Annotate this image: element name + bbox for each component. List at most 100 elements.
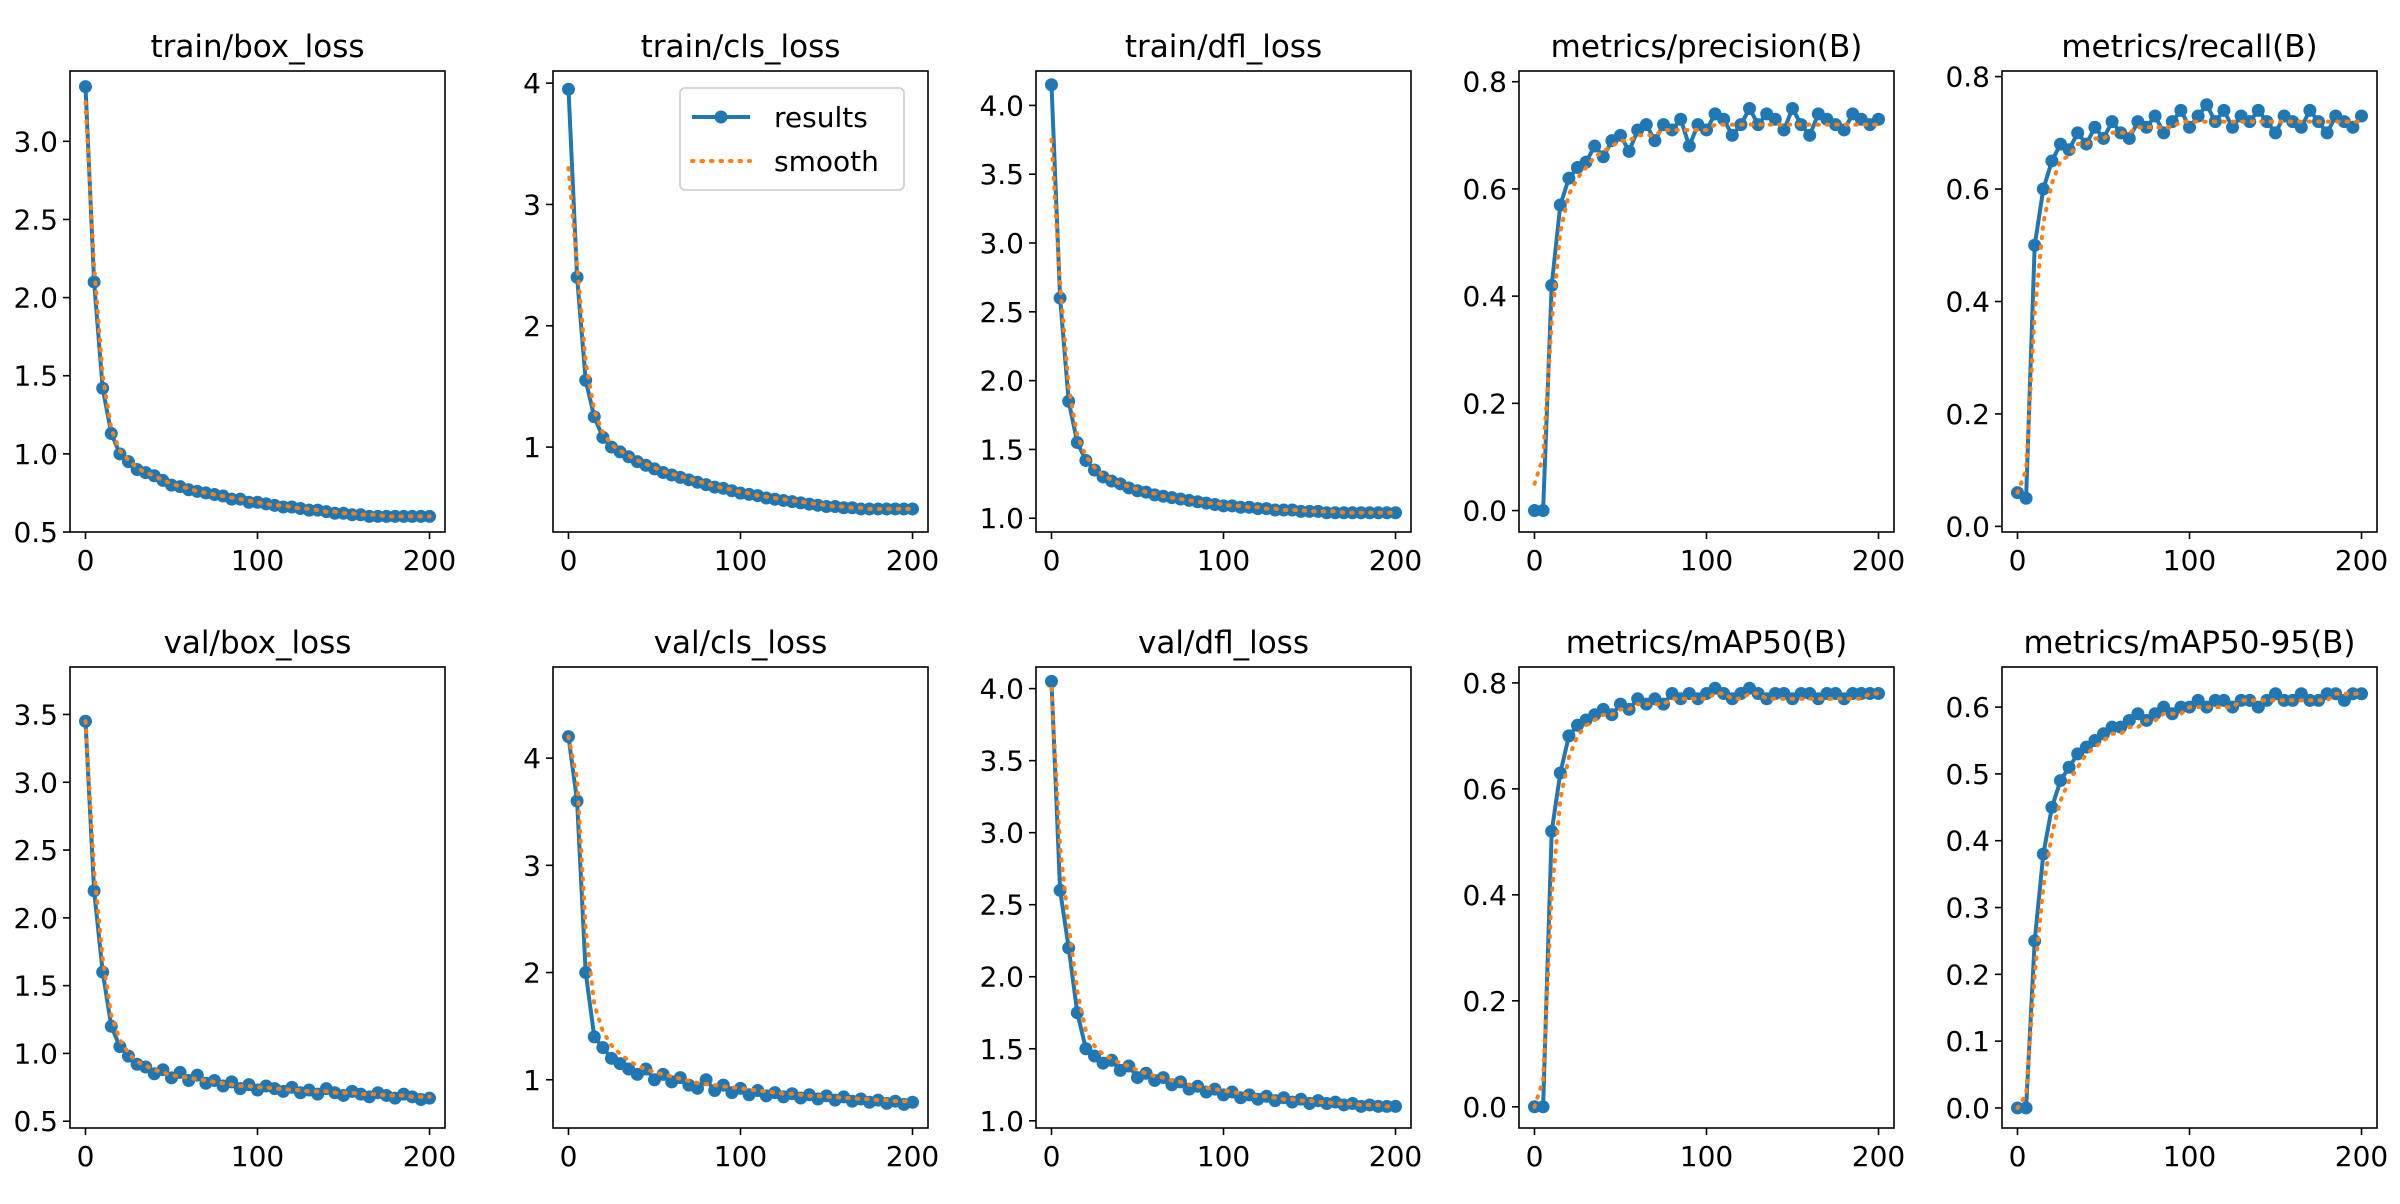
- chart-panel-5: metrics/recall(B) 0 100 200 0.0 0.2 0.4 0.6 0.8: [1945, 29, 2388, 577]
- x-tick-label: 0: [1526, 544, 1544, 577]
- y-tick-label: 0.4: [1462, 280, 1507, 313]
- results-point: [1562, 729, 1576, 743]
- results-line: [1049, 82, 1398, 515]
- y-tick-label: 0.8: [1462, 667, 1507, 700]
- chart-panel-1: train/box_loss 0 100 200 0.5 1.0 1.5 2.0 2.5 3.0: [13, 29, 456, 577]
- y-tick-label: 1: [523, 1064, 541, 1097]
- results-point: [2019, 1101, 2033, 1115]
- y-tick-label: 4.0: [979, 673, 1024, 706]
- results-point: [2200, 98, 2214, 112]
- results-point: [1044, 78, 1058, 92]
- y-tick-label: 2: [523, 957, 541, 990]
- legend-results-marker: [714, 110, 728, 124]
- chart-panel-10: metrics/mAP50-95(B) 0 100 200 0.0 0.1 0.2 0.3 0.…: [1945, 625, 2388, 1173]
- results-point: [1648, 134, 1662, 148]
- x-tick-label: 100: [1680, 544, 1733, 577]
- x-tick-label: 200: [886, 1140, 939, 1173]
- x-tick-label: 200: [2335, 544, 2388, 577]
- smooth-line: [566, 734, 915, 1104]
- y-tick-label: 1.0: [13, 1037, 58, 1070]
- results-point: [570, 270, 584, 284]
- y-tick-label: 1.5: [13, 970, 58, 1003]
- chart-title: val/dfl_loss: [1138, 625, 1309, 661]
- results-point: [121, 1049, 135, 1063]
- plot-area: [561, 82, 920, 516]
- chart-panel-4: metrics/precision(B) 0 100 200 0.0 0.2 0.4 0.6 0…: [1462, 29, 1905, 577]
- axes-frame: [1035, 70, 1412, 533]
- results-point: [2028, 238, 2042, 252]
- chart-title: train/cls_loss: [641, 29, 841, 65]
- x-tick-label: 100: [231, 544, 284, 577]
- results-point: [2303, 103, 2317, 117]
- x-tick-label: 0: [560, 544, 578, 577]
- y-tick-label: 4: [523, 742, 541, 775]
- results-point: [2217, 103, 2231, 117]
- results-point: [96, 381, 110, 395]
- chart-title: metrics/recall(B): [2061, 29, 2317, 65]
- results-point: [2355, 109, 2369, 123]
- plot-area: [1527, 102, 1886, 518]
- results-point: [1613, 128, 1627, 142]
- axes-frame: [1518, 70, 1895, 533]
- results-point: [1743, 102, 1757, 116]
- y-tick-label: 0.2: [1945, 398, 1990, 431]
- y-tick-label: 0.6: [1462, 173, 1507, 206]
- plot-area: [78, 80, 437, 523]
- y-tick-label: 0.1: [1945, 1025, 1990, 1058]
- chart-panel-9: metrics/mAP50(B) 0 100 200 0.0 0.2 0.4 0.6 0.8: [1462, 625, 1905, 1173]
- y-tick-label: 1.5: [13, 360, 58, 393]
- legend: results smooth: [679, 87, 905, 191]
- results-point: [87, 884, 101, 898]
- y-tick-label: 3.0: [979, 227, 1024, 260]
- y-tick-label: 3.5: [979, 158, 1024, 191]
- results-point: [1389, 506, 1403, 520]
- results-point: [690, 1081, 704, 1095]
- chart-panel-6: val/box_loss 0 100 200 0.5 1.0 1.5 2.0 2.5 3.0 3.5: [13, 625, 456, 1173]
- results-point: [1682, 139, 1696, 153]
- y-tick-label: 1.0: [13, 438, 58, 471]
- results-point: [579, 966, 593, 980]
- results-point: [1588, 139, 1602, 153]
- y-tick-label: 0.6: [1945, 173, 1990, 206]
- results-point: [1536, 1100, 1550, 1114]
- results-point: [2320, 126, 2334, 140]
- results-point: [2191, 109, 2205, 123]
- results-line: [566, 734, 915, 1107]
- results-point: [596, 1041, 610, 1055]
- results-point: [1622, 144, 1636, 158]
- y-tick-label: 4: [523, 67, 541, 100]
- results-line: [2015, 102, 2364, 501]
- x-tick-label: 200: [886, 544, 939, 577]
- y-tick-label: 4.0: [979, 89, 1024, 122]
- y-tick-label: 2: [523, 310, 541, 343]
- axes-frame: [2001, 666, 2378, 1129]
- results-point: [2088, 120, 2102, 134]
- results-point: [2019, 491, 2033, 505]
- chart-title: val/cls_loss: [654, 625, 828, 661]
- y-tick-label: 3.0: [13, 766, 58, 799]
- results-point: [906, 502, 920, 516]
- chart-title: train/box_loss: [150, 29, 364, 65]
- results-point: [1545, 278, 1559, 292]
- plot-area: [1044, 674, 1403, 1113]
- results-point: [2183, 120, 2196, 134]
- x-tick-label: 100: [2163, 1140, 2216, 1173]
- results-point: [2269, 126, 2283, 140]
- results-point: [2226, 120, 2240, 134]
- results-point: [1665, 123, 1679, 137]
- results-point: [1579, 155, 1593, 169]
- y-tick-label: 2.5: [13, 834, 58, 867]
- plot-area: [78, 714, 437, 1107]
- smooth-line: [83, 719, 432, 1099]
- smooth-line: [83, 100, 432, 519]
- results-point: [2174, 103, 2188, 117]
- results-point: [2062, 760, 2076, 774]
- results-point: [1777, 123, 1791, 137]
- results-point: [2260, 115, 2274, 129]
- results-point: [561, 82, 575, 96]
- results-point: [1079, 1042, 1093, 1056]
- x-tick-label: 0: [1043, 1140, 1061, 1173]
- x-tick-label: 0: [560, 1140, 578, 1173]
- x-tick-label: 100: [714, 1140, 767, 1173]
- y-tick-label: 0.6: [1945, 691, 1990, 724]
